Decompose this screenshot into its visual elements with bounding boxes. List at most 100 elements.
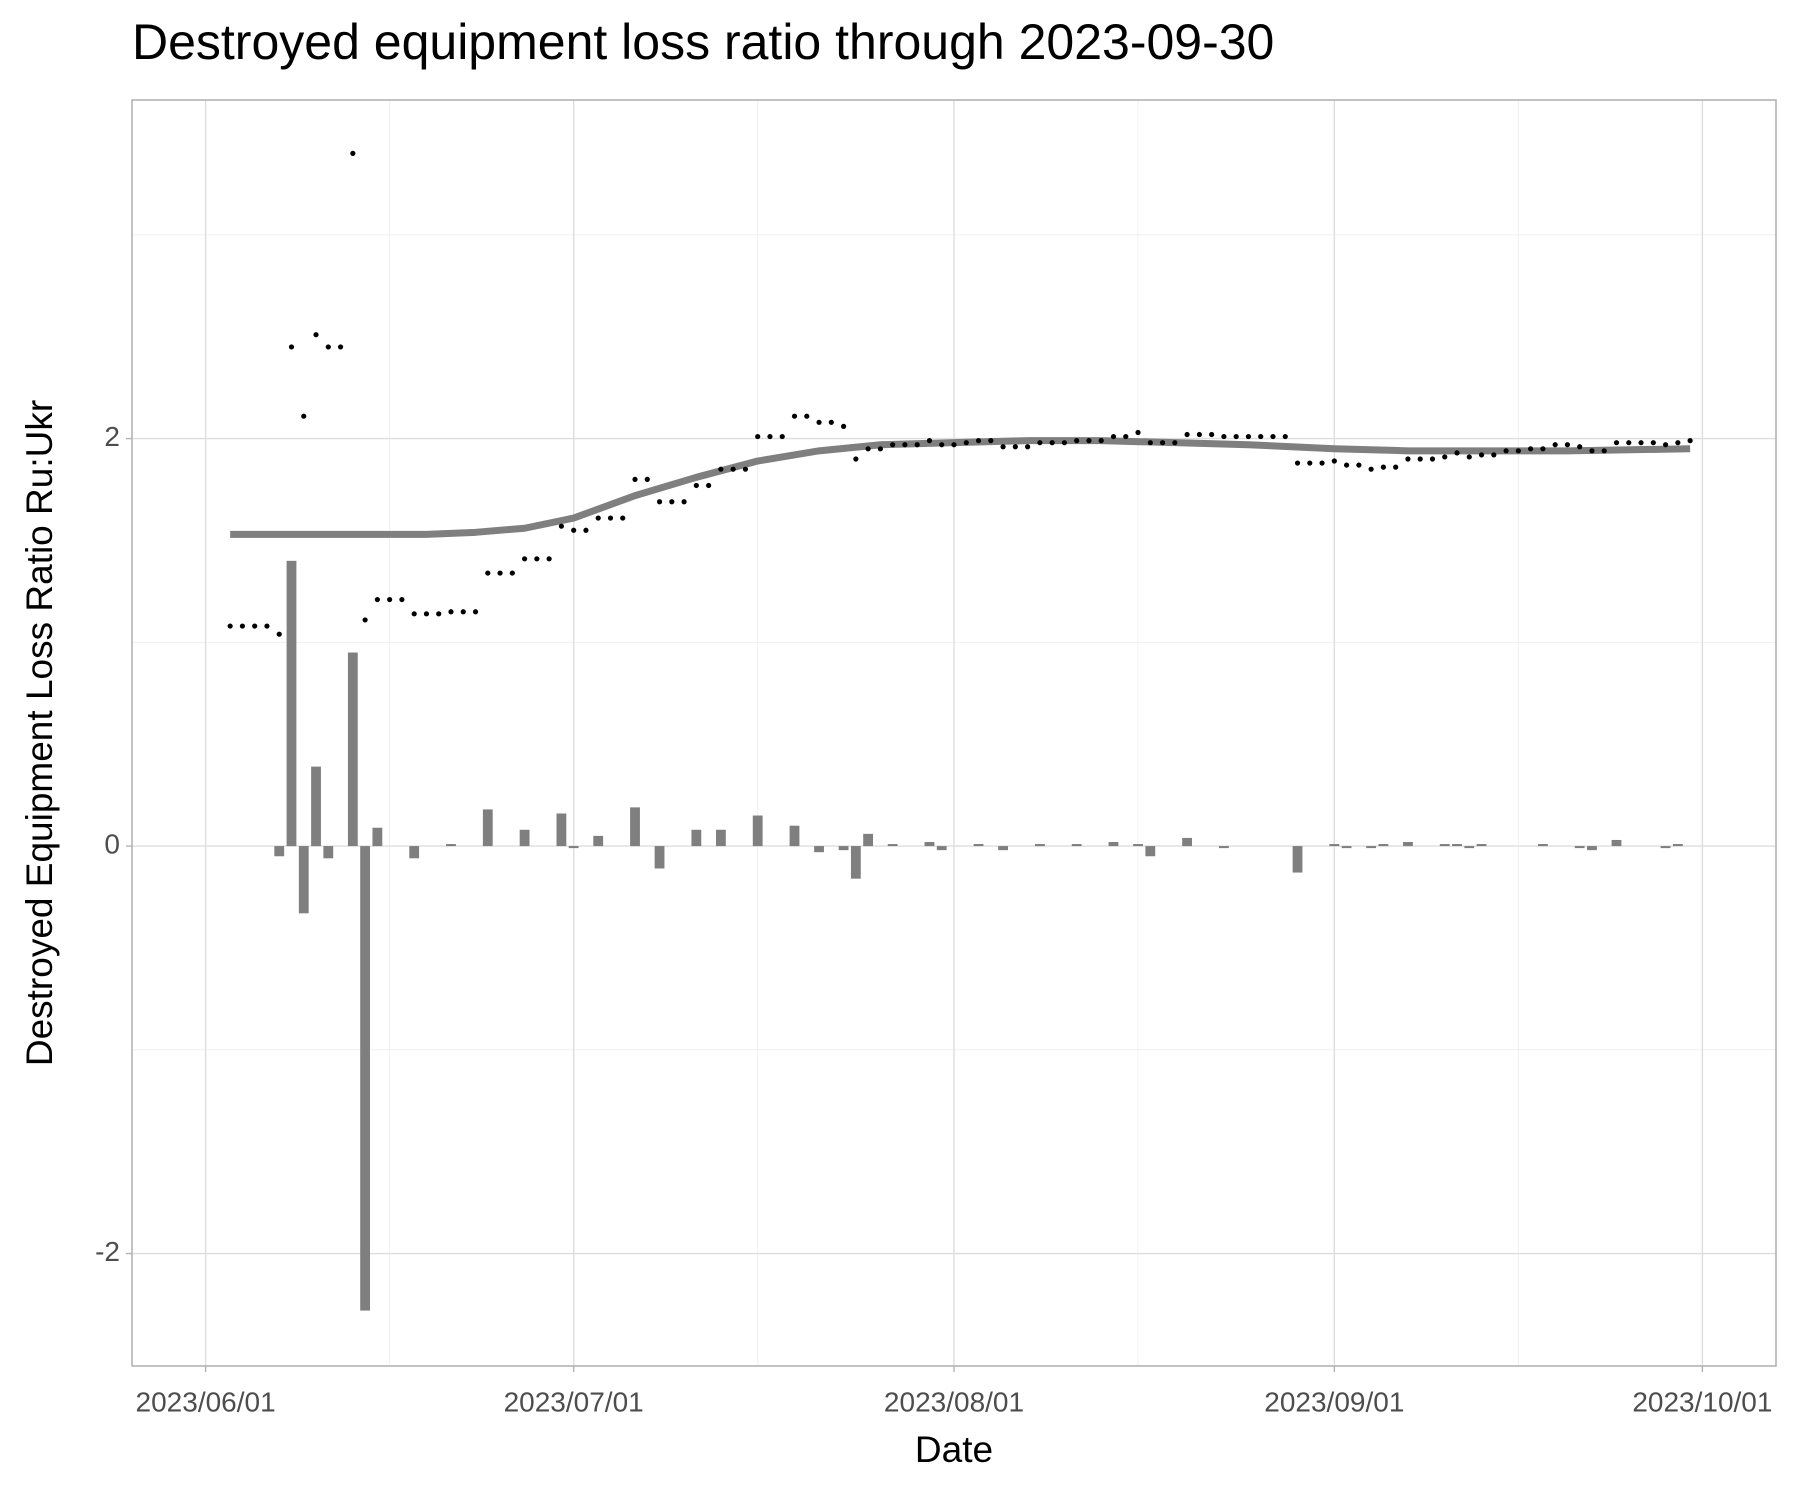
point [1540, 446, 1546, 452]
point [1012, 444, 1018, 450]
bar [1341, 846, 1352, 849]
point [1662, 442, 1669, 448]
point [1221, 433, 1227, 440]
point [325, 344, 331, 350]
point [644, 476, 650, 482]
bar [1587, 846, 1597, 851]
point [1478, 452, 1485, 458]
point [252, 623, 258, 629]
point [730, 466, 736, 472]
point [1515, 448, 1521, 454]
bar [1329, 844, 1340, 847]
point [1552, 442, 1558, 448]
point [620, 515, 626, 521]
point [497, 570, 503, 576]
bar [298, 846, 309, 914]
bar [1464, 846, 1475, 849]
point [583, 527, 589, 533]
point [1294, 460, 1301, 466]
chart-title: Destroyed equipment loss ratio through 2… [132, 14, 1274, 70]
point [840, 423, 847, 429]
x-tick-label: 2023/10/01 [1632, 1386, 1772, 1417]
bar [924, 841, 935, 847]
point [1687, 438, 1693, 444]
bar [519, 829, 530, 847]
point [1454, 450, 1460, 456]
point [1491, 452, 1497, 458]
bar [1403, 841, 1413, 847]
point [546, 556, 552, 562]
point [853, 456, 859, 462]
point [460, 609, 466, 615]
point [755, 433, 761, 440]
point [1675, 440, 1681, 446]
bar [409, 846, 420, 859]
point [1000, 444, 1006, 450]
point [1429, 456, 1436, 462]
point [239, 623, 246, 629]
point [485, 570, 491, 576]
point [276, 631, 282, 637]
point [1393, 464, 1399, 470]
point [939, 442, 945, 448]
point [804, 413, 810, 419]
bar [1439, 844, 1450, 847]
bar [1071, 844, 1082, 847]
bar [691, 829, 702, 847]
point [951, 442, 957, 448]
point [571, 527, 577, 533]
bar [1108, 841, 1119, 847]
point [1343, 462, 1350, 468]
point [436, 611, 442, 617]
point [1650, 440, 1656, 446]
point [865, 446, 871, 452]
point [1049, 440, 1055, 446]
point [595, 515, 601, 521]
x-axis-title: Date [915, 1429, 993, 1470]
point [1110, 433, 1117, 440]
bar [446, 844, 456, 847]
trend-line [230, 437, 1691, 538]
point [1380, 464, 1387, 470]
point [1123, 433, 1129, 440]
point [988, 438, 994, 444]
bar [838, 846, 849, 851]
point [350, 150, 356, 156]
bar [1034, 844, 1045, 847]
bar [1452, 844, 1462, 847]
point [1270, 433, 1276, 440]
bar [286, 560, 297, 847]
point [1601, 448, 1607, 454]
point [1025, 444, 1031, 450]
point [1356, 462, 1362, 468]
x-tick-label: 2023/09/01 [1264, 1386, 1404, 1417]
bar [482, 809, 493, 847]
bar [1182, 837, 1193, 847]
point [387, 596, 393, 603]
bar [311, 766, 321, 847]
point [1074, 438, 1080, 444]
point [1159, 440, 1166, 446]
point [1589, 448, 1595, 454]
point [1282, 433, 1288, 440]
point [558, 523, 565, 529]
bar [1574, 846, 1585, 849]
bar [752, 815, 763, 847]
point [1184, 431, 1190, 438]
bar [1476, 844, 1487, 847]
point [1233, 433, 1239, 440]
bar [568, 846, 579, 849]
point [423, 611, 430, 617]
point [1061, 440, 1068, 446]
point [1319, 460, 1325, 466]
point [1405, 456, 1411, 462]
bar [814, 846, 824, 853]
point [693, 482, 699, 489]
point [963, 440, 969, 446]
bar [630, 807, 640, 847]
point [1098, 438, 1104, 444]
point [472, 609, 479, 615]
point [1442, 454, 1448, 460]
point [1626, 440, 1632, 446]
